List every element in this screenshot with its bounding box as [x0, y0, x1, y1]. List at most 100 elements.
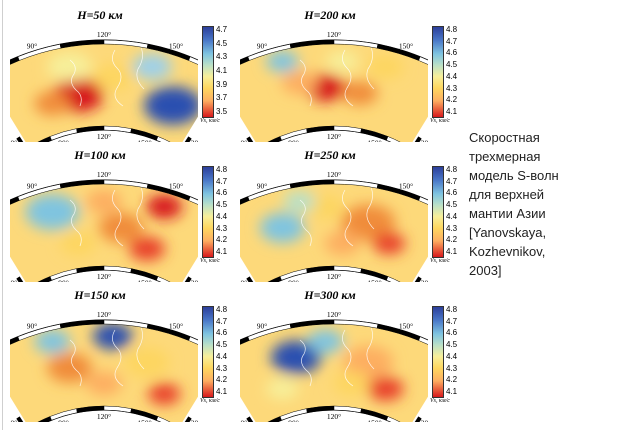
longitude-label: 120° — [97, 132, 111, 141]
color-scale-tick: 4.1 — [216, 247, 228, 256]
caption-line-4: для верхней — [469, 187, 545, 202]
latitude-label: 30° — [191, 279, 198, 282]
frame-segment — [16, 416, 24, 422]
velocity-anomaly — [270, 340, 322, 375]
frame-segment — [418, 56, 428, 65]
longitude-label: 150° — [169, 41, 183, 50]
longitude-label: 120° — [97, 310, 111, 319]
longitude-label: 120° — [327, 30, 341, 39]
velocity-map: 90°90°120°120°150°150°60°60°45°45°30°30° — [240, 170, 428, 282]
frame-segment — [10, 401, 20, 419]
frame-segment — [16, 136, 24, 142]
frame-segment — [240, 121, 250, 139]
caption-line-5: мантии Азии — [469, 206, 546, 221]
color-scale-bar — [202, 166, 214, 258]
longitude-label: 90° — [27, 41, 38, 50]
velocity-anomaly — [266, 377, 299, 400]
latitude-label: 30° — [421, 139, 428, 142]
color-scale-tick: 4.7 — [216, 316, 228, 326]
velocity-anomaly — [307, 329, 344, 354]
color-scale-tick: 3.9 — [216, 79, 228, 89]
longitude-label: 90° — [27, 181, 38, 190]
velocity-map: 90°90°120°120°150°150°60°60°45°45°30°30° — [240, 310, 428, 422]
frame-segment — [418, 336, 428, 345]
color-scale-unit: Vs, км/с — [200, 398, 220, 404]
panel-title: H=300 км — [304, 288, 356, 302]
frame-segment — [188, 121, 198, 139]
color-scale-tick: 3.5 — [216, 107, 228, 116]
frame-segment — [156, 136, 171, 142]
latitude-label: 30° — [240, 139, 247, 142]
frame-segment — [418, 121, 428, 139]
velocity-anomaly — [259, 212, 305, 243]
frame-segment — [184, 416, 192, 422]
color-scale-tick: 4.2 — [446, 95, 458, 105]
longitude-label: 120° — [327, 170, 341, 179]
color-scale-bar — [432, 26, 444, 118]
caption-line-2: трехмерная — [469, 149, 541, 164]
color-scale-bar — [202, 306, 214, 398]
longitude-label: 120° — [327, 412, 341, 421]
frame-segment — [418, 196, 428, 205]
map-panel-6: H=300 км90°90°120°120°150°150°60°60°45°4… — [240, 286, 465, 422]
velocity-anomaly — [47, 352, 93, 383]
panel-title: H=200 км — [304, 8, 356, 22]
velocity-anomaly — [25, 194, 80, 230]
map-panel-5: H=150 км90°90°120°120°150°150°60°60°45°4… — [10, 286, 235, 422]
color-scale-tick: 4.5 — [446, 340, 458, 350]
color-scale-tick: 4.7 — [216, 176, 228, 186]
color-scale-tick: 4.2 — [216, 375, 228, 385]
velocity-anomaly — [47, 51, 93, 82]
color-scale-unit: Vs, км/с — [430, 118, 450, 124]
velocity-anomaly — [86, 371, 122, 396]
color-scale-tick: 4.3 — [216, 223, 228, 233]
velocity-anomaly — [34, 329, 71, 354]
longitude-label: 90° — [288, 418, 299, 422]
color-scale-tick: 4.6 — [446, 328, 458, 338]
color-scale-tick: 4.1 — [216, 66, 228, 75]
frame-segment — [414, 416, 422, 422]
color-scale-tick: 4.1 — [446, 107, 458, 116]
caption-line-1: Скоростная — [469, 130, 540, 145]
longitude-label: 120° — [97, 272, 111, 281]
color-scale-tick: 4.4 — [446, 211, 458, 221]
figure-caption: Скоростная трехмерная модель S-волн для … — [469, 128, 619, 280]
frame-segment — [156, 276, 171, 282]
color-scale-tick: 4.3 — [446, 223, 458, 233]
color-scale-tick: 4.5 — [216, 38, 228, 48]
latitude-label: 30° — [240, 419, 247, 422]
velocity-anomaly — [283, 190, 316, 213]
coastline — [69, 184, 145, 247]
frame-segment — [184, 136, 192, 142]
color-scale-tick: 4.6 — [216, 188, 228, 198]
frame-segment — [414, 276, 422, 282]
color-scale-unit: Vs, км/с — [200, 118, 220, 124]
color-scale-tick: 4.2 — [446, 375, 458, 385]
longitude-label: 150° — [169, 181, 183, 190]
color-scale-tick: 4.3 — [446, 83, 458, 93]
frame-segment — [418, 261, 428, 279]
velocity-map: 90°90°120°120°150°150°60°60°45°45°30°30° — [10, 170, 198, 282]
panel-title: H=100 км — [74, 148, 126, 162]
map-panel-1: H=50 км90°90°120°120°150°150°60°60°45°45… — [10, 6, 235, 142]
citation-line-2: Kozhevnikov, — [469, 244, 546, 259]
frame-segment — [188, 261, 198, 279]
frame-segment — [240, 401, 250, 419]
latitude-label: 30° — [421, 279, 428, 282]
velocity-anomaly — [324, 231, 361, 256]
velocity-anomaly — [34, 91, 71, 116]
left-edge-line — [2, 0, 3, 430]
velocity-anomaly — [367, 54, 404, 79]
latitude-label: 30° — [10, 279, 17, 282]
longitude-label: 90° — [58, 418, 69, 422]
color-scale-tick: 4.4 — [216, 351, 228, 361]
coastline — [299, 324, 375, 387]
latitude-label: 30° — [10, 139, 17, 142]
velocity-anomaly — [341, 81, 378, 105]
longitude-label: 150° — [399, 41, 413, 50]
longitude-label: 150° — [399, 181, 413, 190]
velocity-anomaly — [146, 194, 183, 219]
color-scale-tick: 4.8 — [446, 165, 458, 174]
color-scale-tick: 4.4 — [446, 71, 458, 81]
color-scale-tick: 4.5 — [216, 200, 228, 210]
